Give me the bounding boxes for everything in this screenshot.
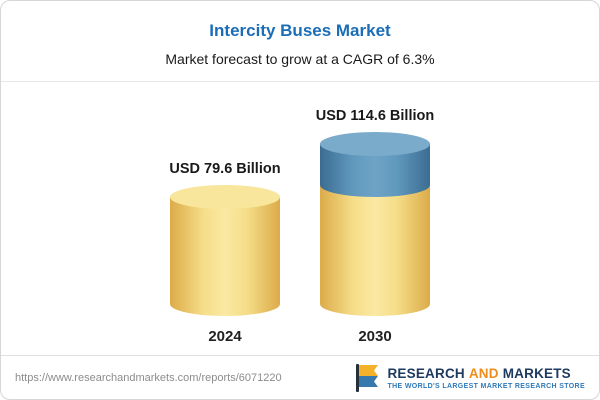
logo-word-markets: MARKETS [502, 365, 571, 381]
logo-wordmark: RESEARCH AND MARKETS [387, 366, 570, 381]
flag-icon [356, 363, 379, 392]
value-label-2030: USD 114.6 Billion [315, 108, 435, 124]
year-label-2024: 2024 [208, 328, 242, 345]
brand-logo: RESEARCH AND MARKETS THE WORLD'S LARGEST… [354, 363, 585, 393]
chart-header: Intercity Buses Market Market forecast t… [1, 1, 599, 82]
cylinder-top-cap [170, 185, 280, 209]
footer: https://www.researchandmarkets.com/repor… [1, 355, 599, 399]
bar-group-2024: USD 79.6 Billion 2024 [150, 161, 300, 355]
bar-segment-growth [320, 132, 430, 197]
logo-word-and: AND [468, 365, 499, 381]
cylinder-body [320, 185, 430, 316]
cylinder-top-cap [320, 132, 430, 156]
chart-area: USD 79.6 Billion 2024 USD 114.6 Billion [1, 82, 599, 355]
value-label-2024: USD 79.6 Billion [169, 161, 281, 177]
year-label-2030: 2030 [358, 328, 392, 345]
header-divider [1, 81, 599, 82]
logo-text: RESEARCH AND MARKETS THE WORLD'S LARGEST… [387, 366, 585, 390]
logo-word-research: RESEARCH [387, 365, 465, 381]
chart-title: Intercity Buses Market [209, 21, 391, 40]
cylinder-body [170, 197, 280, 316]
cylinder-2024 [170, 185, 280, 316]
bar-segment-2024 [170, 185, 280, 316]
bar-group-2030: USD 114.6 Billion 2030 [300, 108, 450, 355]
logo-tagline: THE WORLD'S LARGEST MARKET RESEARCH STOR… [387, 382, 585, 390]
cylinder-2030 [320, 132, 430, 316]
chart-subtitle: Market forecast to grow at a CAGR of 6.3… [165, 51, 435, 67]
bar-segment-base [320, 185, 430, 316]
source-url: https://www.researchandmarkets.com/repor… [15, 371, 282, 384]
